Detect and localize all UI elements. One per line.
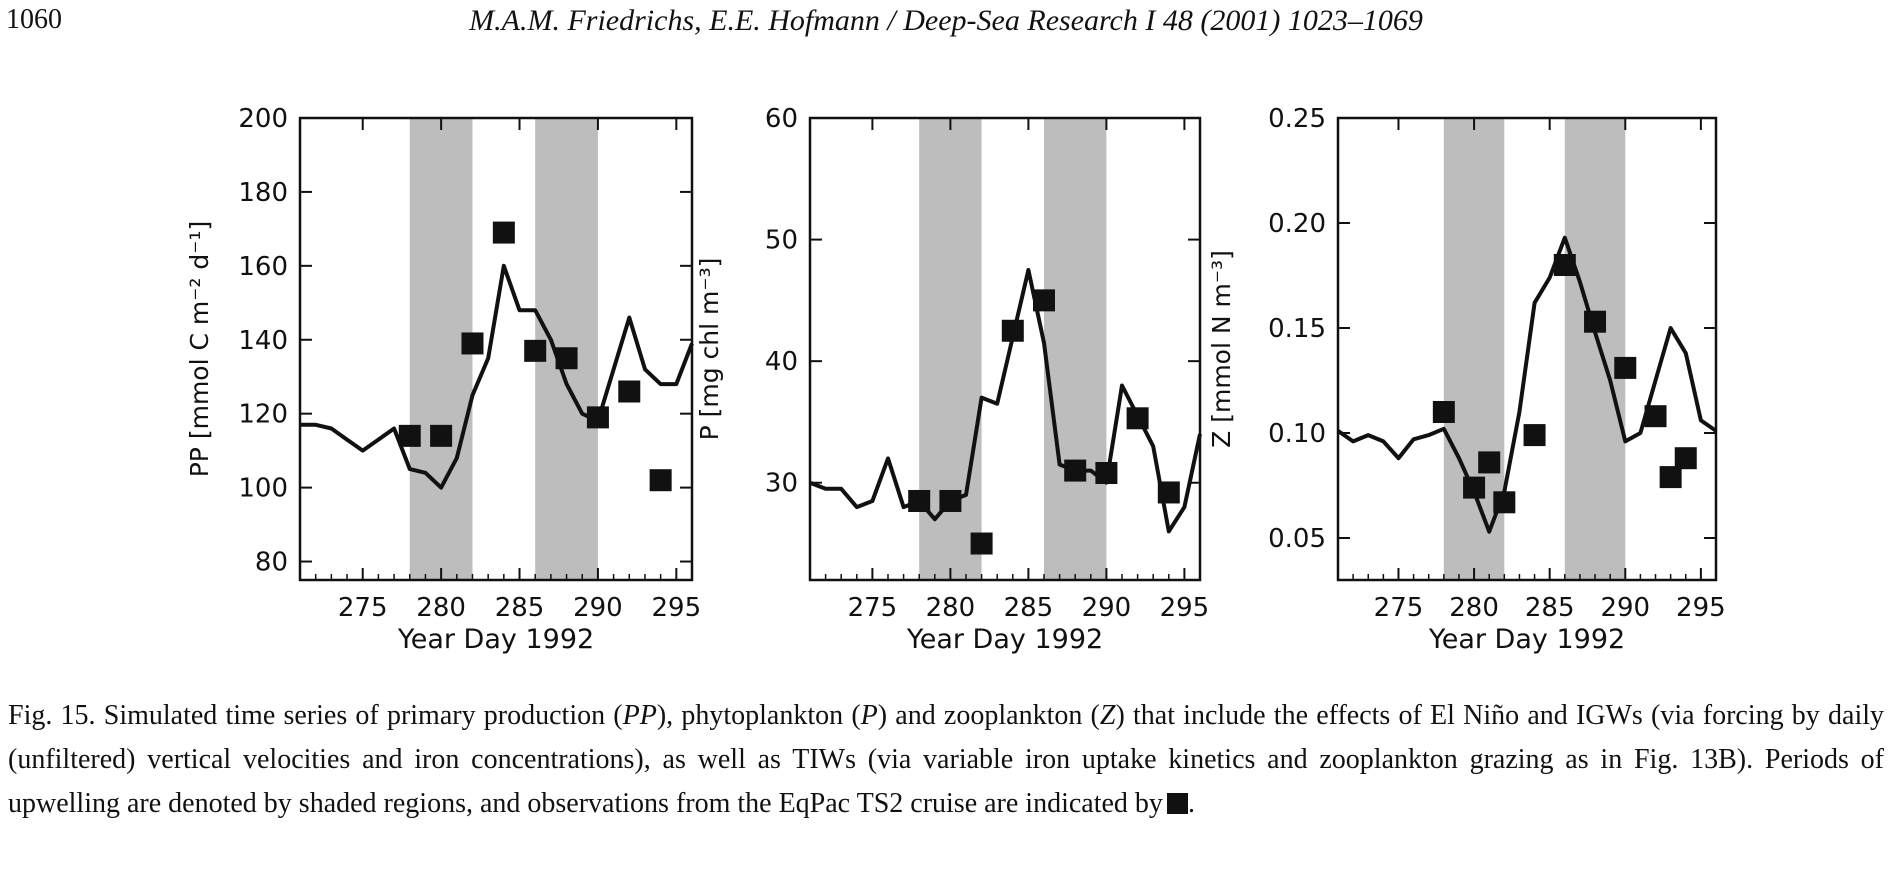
observation-point-z-3: [1493, 491, 1516, 514]
figure-caption: Fig. 15. Simulated time series of primar…: [8, 694, 1884, 826]
observation-point-p-6: [1095, 462, 1118, 485]
observation-point-pp-8: [649, 469, 672, 492]
x-tick-label-p-295: 295: [1160, 593, 1210, 623]
y-tick-label-pp-2: 120: [238, 400, 288, 430]
chart-pp: 275 280 285 290 295 80 100 120 140 160 180 200 Year …: [185, 104, 701, 655]
x-axis-label-z: Year Day 1992: [1428, 624, 1625, 655]
observation-point-z-9: [1659, 466, 1682, 489]
observation-point-z-7: [1614, 356, 1637, 379]
caption-p-symbol: P: [860, 700, 878, 731]
y-axis-label-z: Z [mmol N m⁻³]: [1207, 250, 1236, 448]
caption-part-3: ) and zooplankton (: [877, 700, 1100, 731]
observation-point-z-10: [1674, 447, 1697, 470]
x-tick-label-p-275: 275: [848, 593, 898, 623]
y-axis-label-p: P [mg chl m⁻³]: [695, 258, 724, 441]
page-number: 1060: [6, 4, 62, 35]
y-tick-label-p-0: 30: [765, 469, 798, 499]
caption-part-1: Fig. 15. Simulated time series of primar…: [8, 700, 623, 731]
plot-frame-pp: [298, 116, 694, 582]
x-tick-label-p-280: 280: [926, 593, 976, 623]
shaded-period-p-1: [1044, 118, 1107, 580]
y-tick-label-z-1: 0.10: [1268, 419, 1326, 449]
x-tick-label-p-285: 285: [1004, 593, 1054, 623]
observation-point-z-8: [1644, 405, 1667, 428]
observation-point-pp-2: [461, 332, 484, 355]
x-axis-label-pp: Year Day 1992: [397, 624, 594, 655]
x-tick-label-pp-295: 295: [651, 593, 701, 623]
observation-point-z-6: [1584, 310, 1607, 333]
y-tick-label-p-2: 50: [765, 226, 798, 256]
observation-point-p-3: [1001, 319, 1024, 342]
observation-point-p-5: [1064, 459, 1087, 482]
chart-z: 275 280 285 290 295 0.05 0.10 0.15 0.20 0.25 Year …: [1207, 104, 1726, 655]
observation-point-z-1: [1463, 476, 1486, 499]
x-tick-label-z-275: 275: [1374, 593, 1424, 623]
observation-marker-icon: [1166, 793, 1188, 814]
caption-part-5: .: [1187, 788, 1195, 819]
y-tick-label-pp-0: 80: [255, 548, 288, 578]
observation-point-pp-4: [524, 339, 547, 362]
caption-z-symbol: Z: [1099, 700, 1116, 731]
observation-point-pp-7: [618, 380, 641, 403]
observation-point-z-2: [1478, 451, 1501, 474]
x-tick-label-pp-290: 290: [573, 593, 623, 623]
x-tick-label-pp-275: 275: [338, 593, 388, 623]
y-tick-label-p-3: 60: [765, 104, 798, 134]
x-tick-label-z-280: 280: [1449, 593, 1499, 623]
caption-part-2: ), phytoplankton (: [656, 700, 861, 731]
y-tick-label-pp-5: 180: [238, 178, 288, 208]
model-line-pp: [300, 263, 694, 490]
y-tick-label-pp-4: 160: [238, 252, 288, 282]
x-tick-label-z-290: 290: [1600, 593, 1650, 623]
observation-point-pp-1: [430, 424, 453, 447]
observation-point-pp-3: [492, 221, 515, 244]
observation-point-pp-0: [398, 424, 421, 447]
plot-frame-z: [1336, 116, 1718, 582]
plot-frame-p: [808, 116, 1202, 582]
running-title: M.A.M. Friedrichs, E.E. Hofmann / Deep-S…: [469, 4, 1423, 37]
x-tick-label-z-285: 285: [1525, 593, 1575, 623]
model-line-p: [809, 268, 1202, 534]
chart-p: 275 280 285 290 295 30 40 50 60 Year Day 1992 P [m…: [695, 104, 1209, 655]
x-tick-label-z-295: 295: [1676, 593, 1726, 623]
x-axis-label-p: Year Day 1992: [906, 624, 1103, 655]
y-tick-label-z-4: 0.25: [1268, 104, 1326, 134]
figure-panels: 275 280 285 290 295 80 100 120 140 160 180 200 Year …: [185, 104, 1726, 655]
y-tick-label-z-2: 0.15: [1268, 314, 1326, 344]
observation-point-pp-6: [586, 406, 609, 429]
observation-point-p-0: [908, 489, 931, 512]
observation-point-p-7: [1126, 407, 1149, 430]
y-tick-label-pp-1: 100: [238, 474, 288, 504]
observation-point-z-0: [1432, 401, 1455, 423]
x-tick-label-p-290: 290: [1082, 593, 1132, 623]
observation-point-p-4: [1033, 289, 1055, 312]
y-tick-label-p-1: 40: [765, 347, 798, 377]
observation-point-p-1: [939, 489, 962, 512]
x-tick-label-pp-285: 285: [495, 593, 545, 623]
observation-point-pp-5: [555, 347, 578, 370]
shaded-period-z-1: [1564, 118, 1626, 580]
caption-part-4: ) that include the effects of El Niño an…: [8, 700, 1884, 819]
observation-point-z-5: [1553, 254, 1576, 276]
observation-point-p-2: [970, 532, 993, 555]
y-tick-label-pp-6: 200: [238, 104, 288, 134]
y-axis-label-pp: PP [mmol C m⁻² d⁻¹]: [185, 221, 214, 478]
observation-point-z-4: [1523, 424, 1546, 447]
model-line-z: [1336, 235, 1718, 534]
caption-pp-symbol: PP: [622, 700, 657, 731]
y-tick-label-z-0: 0.05: [1268, 524, 1326, 554]
x-tick-label-pp-280: 280: [416, 593, 466, 623]
y-tick-label-pp-3: 140: [238, 326, 288, 356]
y-tick-label-z-3: 0.20: [1268, 209, 1326, 239]
observation-point-p-8: [1157, 481, 1180, 504]
